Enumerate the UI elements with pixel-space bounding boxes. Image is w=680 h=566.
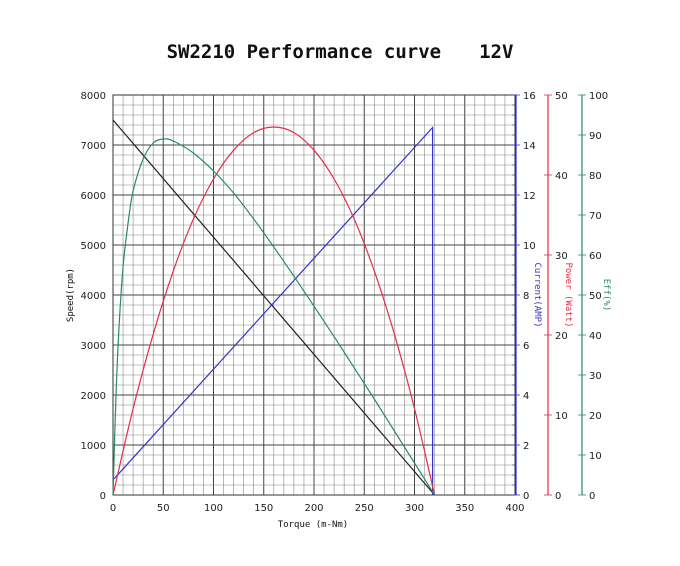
- chart-title-voltage: 12V: [479, 41, 513, 63]
- grid: [112, 94, 516, 496]
- current-tick-label: 8: [523, 291, 529, 302]
- power-tick-label: 50: [555, 91, 568, 102]
- power-tick-label: 40: [555, 171, 568, 182]
- x-axis-label: Torque (m-Nm): [278, 520, 348, 530]
- power-tick-label: 10: [555, 411, 568, 422]
- speed-tick-label: 8000: [81, 91, 106, 102]
- speed-axis-label: Speed(rpm): [66, 268, 76, 322]
- eff-tick-label: 90: [589, 131, 602, 142]
- speed-tick-label: 0: [100, 491, 106, 502]
- eff-tick-label: 0: [589, 491, 595, 502]
- power-curve: [112, 126, 436, 496]
- current-tick-label: 14: [523, 141, 536, 152]
- eff-axis-label: Eff(%): [601, 279, 611, 312]
- current-tick-label: 2: [523, 441, 529, 452]
- x-tick-label: 300: [405, 503, 424, 514]
- power-tick-label: 30: [555, 251, 568, 262]
- current-tick-label: 16: [523, 91, 536, 102]
- eff-tick-label: 60: [589, 251, 602, 262]
- eff-tick-label: 100: [589, 91, 608, 102]
- eff-tick-label: 70: [589, 211, 602, 222]
- power-tick-label: 20: [555, 331, 568, 342]
- eff-tick-label: 80: [589, 171, 602, 182]
- current-tick-label: 12: [523, 191, 536, 202]
- speed-tick-label: 5000: [81, 241, 106, 252]
- axes: 0 50 100 150 200 250 300 350 4000100020003000400…: [66, 91, 611, 514]
- speed-tick-label: 3000: [81, 341, 106, 352]
- eff-curve: [112, 138, 436, 496]
- series-group: [112, 119, 436, 496]
- current-tick-label: 10: [523, 241, 536, 252]
- speed-tick-label: 1000: [81, 441, 106, 452]
- eff-tick-label: 50: [589, 291, 602, 302]
- current-tick-label: 6: [523, 341, 529, 352]
- x-tick-label: 250: [355, 503, 374, 514]
- current-tick-label: 0: [523, 491, 529, 502]
- speed-tick-label: 2000: [81, 391, 106, 402]
- eff-tick-label: 10: [589, 451, 602, 462]
- x-tick-label: 200: [304, 503, 323, 514]
- x-tick-label: 400: [505, 503, 524, 514]
- eff-tick-label: 30: [589, 371, 602, 382]
- x-tick-label: 100: [204, 503, 223, 514]
- x-tick-label: 50: [157, 503, 170, 514]
- x-tick-label: 350: [455, 503, 474, 514]
- current-axis-label: Current(AMP): [532, 262, 542, 327]
- x-tick-label: 150: [254, 503, 273, 514]
- power-axis-label: Power (Watt): [563, 262, 573, 327]
- speed-curve: [112, 119, 436, 496]
- chart-title: SW2210 Performance curve 12V: [167, 41, 514, 63]
- power-tick-label: 0: [555, 491, 561, 502]
- eff-tick-label: 40: [589, 331, 602, 342]
- current-tick-label: 4: [523, 391, 529, 402]
- speed-tick-label: 4000: [81, 291, 106, 302]
- current-curve: [112, 125, 434, 495]
- eff-tick-label: 20: [589, 411, 602, 422]
- speed-tick-label: 7000: [81, 141, 106, 152]
- x-tick-label: 0: [110, 503, 116, 514]
- speed-tick-label: 6000: [81, 191, 106, 202]
- chart-title-text: SW2210 Performance curve: [167, 41, 442, 63]
